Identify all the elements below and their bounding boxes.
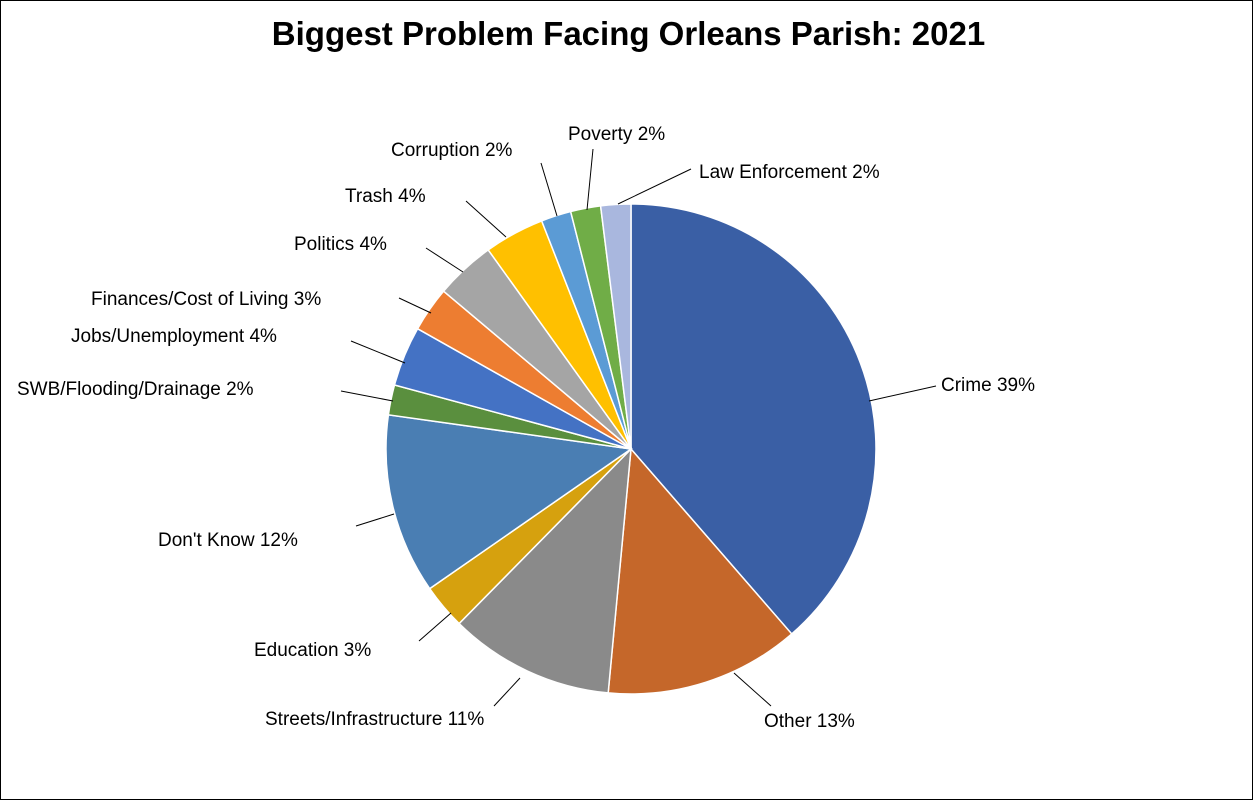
slice-label-4: Don't Know 12% <box>158 530 298 551</box>
slice-label-1: Other 13% <box>764 711 855 732</box>
leader-line-2 <box>493 677 521 707</box>
leader-line-11 <box>586 148 594 211</box>
pie-chart: Crime 39% Other 13% Streets/Infrastructure… <box>17 124 1035 732</box>
chart-title: Biggest Problem Facing Orleans Parish: 2… <box>271 15 986 52</box>
leader-line-3 <box>418 612 452 642</box>
slice-label-5: SWB/Flooding/Drainage 2% <box>17 379 254 400</box>
pie-slice-4 <box>385 413 634 590</box>
slice-label-11: Poverty 2% <box>568 124 665 145</box>
leader-line-4 <box>355 513 395 527</box>
slice-label-2: Streets/Infrastructure 11% <box>265 709 484 730</box>
slice-label-10: Corruption 2% <box>391 140 513 161</box>
leader-line-0 <box>868 385 937 402</box>
pie-slice-1 <box>607 447 793 695</box>
leader-line-9 <box>465 200 507 238</box>
leader-line-5 <box>340 390 394 402</box>
leader-line-12 <box>617 168 692 205</box>
slice-label-3: Education 3% <box>254 640 371 661</box>
leader-line-8 <box>425 247 464 273</box>
leader-lines <box>340 148 937 707</box>
leader-line-1 <box>733 672 772 707</box>
slice-labels: Crime 39% Other 13% Streets/Infrastructure… <box>17 124 1035 732</box>
slice-label-6: Jobs/Unemployment 4% <box>71 326 277 347</box>
slice-label-9: Trash 4% <box>345 186 426 207</box>
leader-line-10 <box>540 162 558 217</box>
pie-slice-0 <box>630 203 877 635</box>
leader-line-7 <box>398 297 432 314</box>
slice-label-7: Finances/Cost of Living 3% <box>91 289 321 310</box>
slice-label-0: Crime 39% <box>941 375 1035 396</box>
slice-label-8: Politics 4% <box>294 234 387 255</box>
pie-slices <box>385 203 877 695</box>
leader-line-6 <box>350 340 406 364</box>
slice-label-12: Law Enforcement 2% <box>699 162 880 183</box>
pie-slice-12 <box>599 203 632 450</box>
pie-slice-2 <box>458 446 632 694</box>
